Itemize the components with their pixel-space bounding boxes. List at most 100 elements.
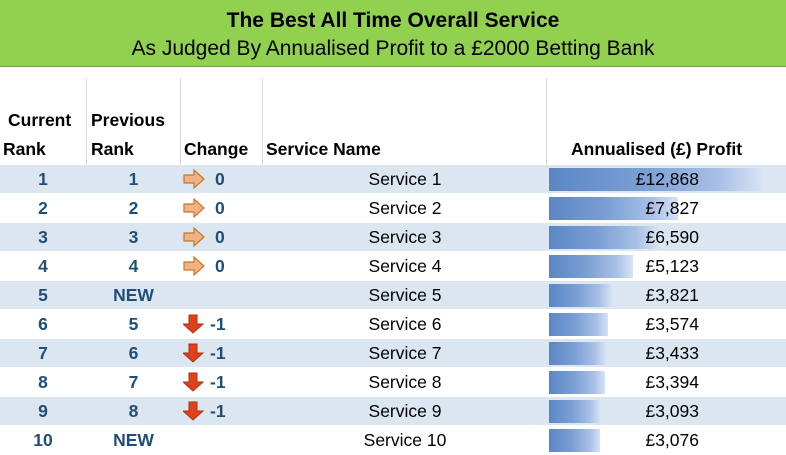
change-cell: -1 bbox=[181, 368, 261, 397]
profit-data-bar bbox=[549, 400, 600, 423]
change-value: 0 bbox=[215, 198, 225, 218]
current-rank: 2 bbox=[38, 198, 48, 218]
down-arrow-icon bbox=[181, 372, 205, 392]
profit-data-bar bbox=[549, 429, 600, 452]
right-arrow-icon bbox=[183, 226, 205, 248]
profit-amount: £3,574 bbox=[645, 314, 699, 334]
profit-amount: £3,821 bbox=[645, 285, 699, 305]
profit-data-bar bbox=[549, 197, 678, 220]
previous-rank: 6 bbox=[128, 343, 139, 363]
current-rank: 3 bbox=[38, 227, 48, 247]
header-current-rank-line2: Rank bbox=[3, 139, 46, 159]
table-row: 1 1 0 Service 1 £12,868 bbox=[0, 165, 786, 194]
service-name: Service 5 bbox=[368, 285, 442, 305]
change-cell: 0 bbox=[183, 165, 261, 194]
change-value: 0 bbox=[215, 227, 225, 247]
change-cell: -1 bbox=[181, 339, 261, 368]
header-service-name: Service Name bbox=[266, 139, 381, 159]
previous-rank: 4 bbox=[128, 256, 139, 276]
page-title: The Best All Time Overall Service bbox=[226, 9, 560, 32]
current-rank: 6 bbox=[38, 314, 48, 334]
previous-rank: NEW bbox=[113, 285, 154, 305]
change-value: -1 bbox=[210, 343, 226, 363]
profit-amount: £5,123 bbox=[645, 256, 699, 276]
service-name: Service 8 bbox=[368, 372, 442, 392]
profit-data-bar bbox=[549, 168, 761, 191]
change-cell bbox=[183, 426, 261, 455]
change-cell: -1 bbox=[181, 397, 261, 426]
profit-amount: £3,433 bbox=[645, 343, 699, 363]
profit-data-bar bbox=[549, 371, 605, 394]
profit-data-bar bbox=[549, 255, 633, 278]
table-row: 6 5 -1 Service 6 £3,574 bbox=[0, 310, 786, 339]
current-rank: 9 bbox=[38, 401, 48, 421]
profit-cell: £6,590 bbox=[547, 223, 786, 252]
right-arrow-icon bbox=[183, 197, 205, 219]
profit-cell: £3,076 bbox=[547, 426, 786, 455]
profit-amount: £6,590 bbox=[645, 227, 699, 247]
change-cell: -1 bbox=[181, 310, 261, 339]
previous-rank: 8 bbox=[128, 401, 139, 421]
profit-data-bar bbox=[549, 226, 658, 249]
table-row: 3 3 0 Service 3 £6,590 bbox=[0, 223, 786, 252]
current-rank: 4 bbox=[38, 256, 48, 276]
page-subtitle: As Judged By Annualised Profit to a £200… bbox=[131, 37, 655, 60]
change-value: -1 bbox=[210, 314, 226, 334]
change-value: -1 bbox=[210, 401, 226, 421]
profit-cell: £12,868 bbox=[547, 165, 786, 194]
profit-cell: £3,433 bbox=[547, 339, 786, 368]
table-row: 4 4 0 Service 4 £5,123 bbox=[0, 252, 786, 281]
profit-amount: £3,076 bbox=[645, 430, 699, 450]
title-banner: The Best All Time Overall Service As Jud… bbox=[0, 0, 786, 67]
profit-cell: £3,574 bbox=[547, 310, 786, 339]
service-name: Service 1 bbox=[368, 169, 442, 189]
header-previous-rank-line1: Previous bbox=[91, 110, 165, 130]
profit-data-bar bbox=[549, 284, 612, 307]
table-row: 9 8 -1 Service 9 £3,093 bbox=[0, 397, 786, 426]
current-rank: 10 bbox=[33, 430, 53, 450]
table-row: 7 6 -1 Service 7 £3,433 bbox=[0, 339, 786, 368]
table-row: 10 NEW Service 10 £3,076 bbox=[0, 426, 786, 455]
previous-rank: 1 bbox=[128, 169, 139, 189]
profit-cell: £7,827 bbox=[547, 194, 786, 223]
table-row: 2 2 0 Service 2 £7,827 bbox=[0, 194, 786, 223]
profit-amount: £7,827 bbox=[645, 198, 699, 218]
previous-rank: 7 bbox=[128, 372, 139, 392]
change-cell bbox=[183, 281, 261, 310]
service-name: Service 10 bbox=[363, 430, 447, 450]
current-rank: 1 bbox=[38, 169, 48, 189]
service-name: Service 4 bbox=[368, 256, 442, 276]
service-name: Service 3 bbox=[368, 227, 442, 247]
service-name: Service 9 bbox=[368, 401, 442, 421]
down-arrow-icon bbox=[181, 314, 205, 334]
service-name: Service 6 bbox=[368, 314, 442, 334]
profit-cell: £3,093 bbox=[547, 397, 786, 426]
service-name: Service 7 bbox=[368, 343, 442, 363]
change-cell: 0 bbox=[183, 223, 261, 252]
profit-amount: £3,394 bbox=[645, 372, 699, 392]
change-value: 0 bbox=[215, 169, 225, 189]
right-arrow-icon bbox=[183, 168, 205, 190]
current-rank: 7 bbox=[38, 343, 48, 363]
profit-cell: £3,821 bbox=[547, 281, 786, 310]
header-previous-rank-line2: Rank bbox=[91, 139, 134, 159]
change-value: -1 bbox=[210, 372, 226, 392]
current-rank: 8 bbox=[38, 372, 48, 392]
header-profit: Annualised (£) Profit bbox=[571, 139, 743, 159]
change-cell: 0 bbox=[183, 252, 261, 281]
previous-rank: 3 bbox=[128, 227, 139, 247]
profit-amount: £12,868 bbox=[635, 169, 699, 189]
service-name: Service 2 bbox=[368, 198, 442, 218]
down-arrow-icon bbox=[181, 401, 205, 421]
profit-cell: £3,394 bbox=[547, 368, 786, 397]
table-row: 8 7 -1 Service 8 £3,394 bbox=[0, 368, 786, 397]
header-change: Change bbox=[184, 139, 249, 159]
down-arrow-icon bbox=[181, 343, 205, 363]
profit-data-bar bbox=[549, 342, 606, 365]
current-rank: 5 bbox=[38, 285, 48, 305]
profit-amount: £3,093 bbox=[645, 401, 699, 421]
previous-rank: 5 bbox=[128, 314, 139, 334]
previous-rank: NEW bbox=[113, 430, 154, 450]
header-current-rank-line1: Current bbox=[8, 110, 72, 130]
change-cell: 0 bbox=[183, 194, 261, 223]
